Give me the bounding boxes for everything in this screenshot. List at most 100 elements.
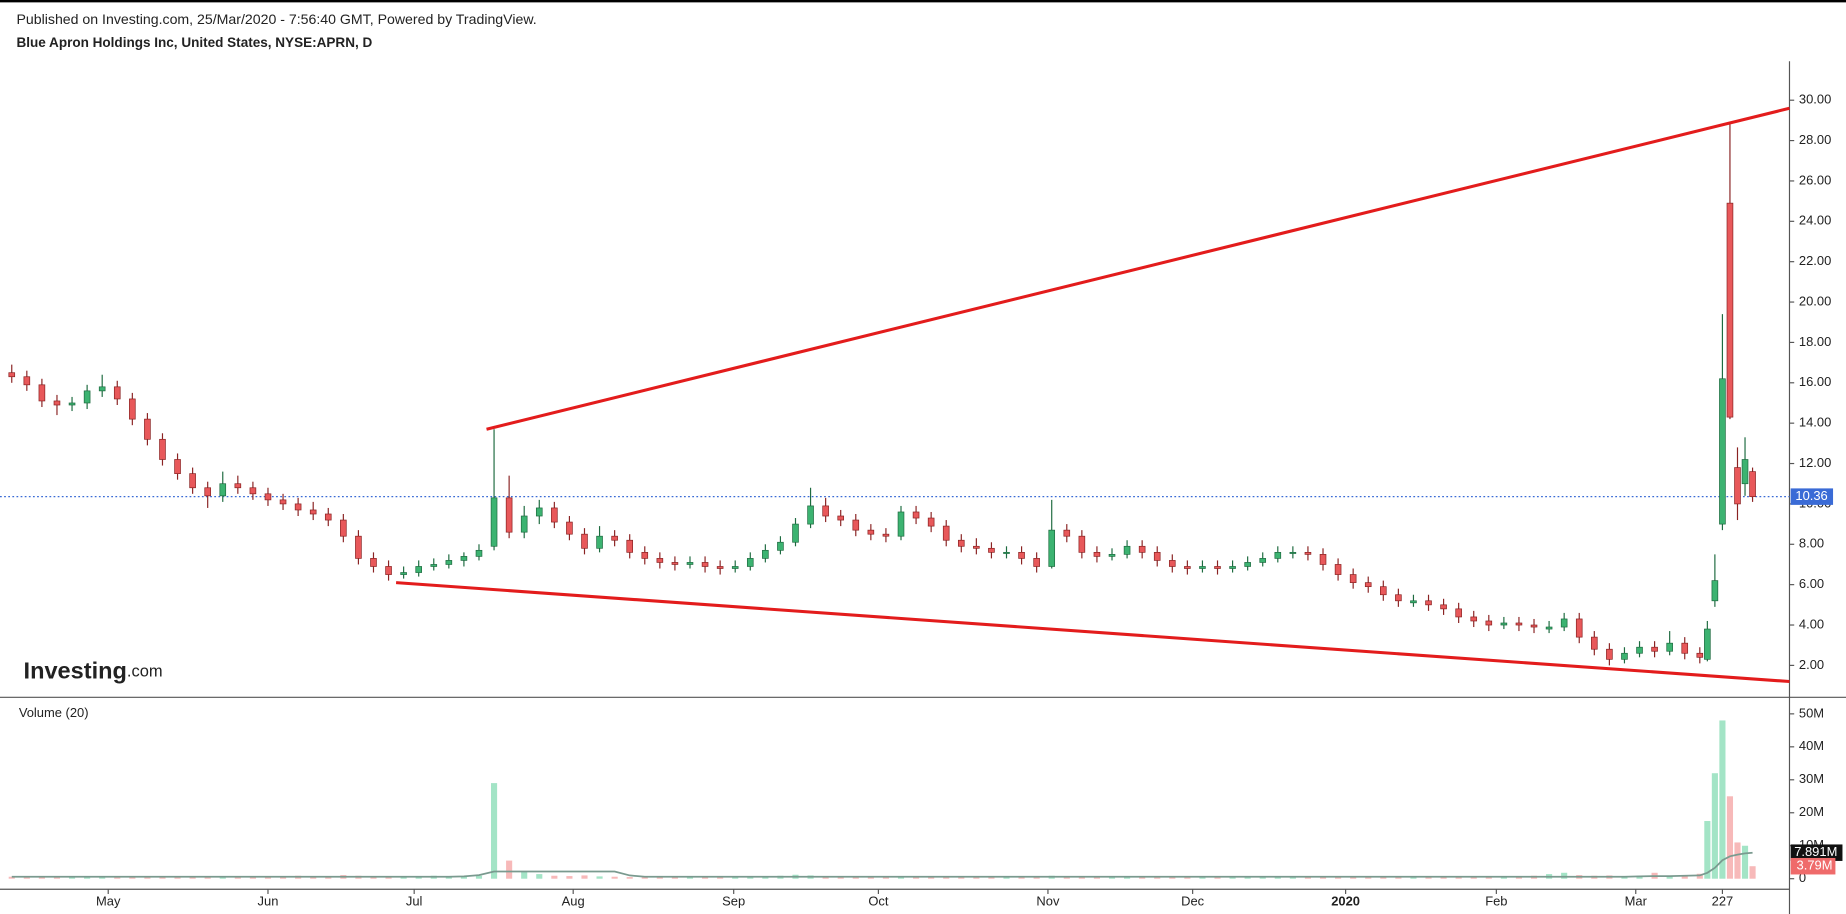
volume-bar [732,877,739,879]
volume-bar [174,877,181,879]
candle-body [445,560,453,565]
volume-bar [1681,875,1688,879]
volume-bar [1711,773,1718,879]
candle-body [671,562,679,565]
volume-y-tick-label: 20M [1799,804,1824,819]
volume-bar [1440,877,1447,879]
candle-body [1470,616,1478,622]
volume-bar [1154,876,1161,879]
candle-body [370,558,377,567]
candle-body [204,487,211,497]
x-tick-label: Feb [1485,894,1507,909]
candle-body [746,558,754,567]
candle-body [777,541,784,551]
y-tick-label: 8.00 [1799,536,1824,551]
volume-bar [1093,877,1100,879]
volume-bar [1108,876,1116,879]
y-tick-label: 6.00 [1799,576,1824,591]
candle-body [641,551,649,559]
last-price-box [1790,488,1834,505]
candle-body [1123,545,1131,555]
candle-body [988,547,995,553]
volume-bar [551,875,558,879]
volume-bar [1704,821,1711,879]
volume-bar [1455,876,1462,879]
x-tick-label: Jun [258,894,279,909]
candle-body [264,493,272,501]
candle-body [1500,622,1508,626]
candle-body [1304,551,1312,555]
volume-bar [897,876,905,879]
volume-bar [129,876,136,879]
volume-bar [566,876,573,879]
candle-body [1749,471,1756,497]
volume-bar [1018,876,1025,879]
candle-body [611,535,618,541]
candle-body [38,384,46,402]
volume-bar [1274,876,1281,879]
volume-bar [234,876,241,879]
candle-body [1734,467,1741,505]
candle-body [430,564,438,567]
y-tick-label: 2.00 [1799,657,1824,672]
volume-bar [1003,877,1010,879]
y-tick-label: 18.00 [1799,334,1831,349]
volume-bar [882,877,889,879]
x-tick-label: 227 [1712,894,1734,909]
candle-body [1711,580,1719,602]
volume-ma-box [1790,844,1843,861]
candle-body [792,523,799,543]
candle-body [490,497,498,547]
candle-body [852,519,860,531]
volume-bar [1229,876,1236,879]
candle-body [1244,562,1251,567]
volume-bar [99,876,106,879]
volume-bar [1719,720,1726,879]
candle-body [1440,604,1447,610]
candle-body [189,473,196,489]
y-tick-label: 26.00 [1799,172,1831,187]
volume-bar [1199,876,1206,879]
candle-body [1138,545,1146,553]
volume-bar [973,876,980,879]
candle-body [822,505,829,517]
volume-bar [913,877,920,879]
candle-body [566,521,573,535]
volume-bar [521,871,528,879]
volume-bar [656,877,663,879]
candle-body [53,400,61,406]
x-tick-label: Nov [1036,894,1060,909]
candle-body [98,386,106,392]
candle-body [234,483,242,489]
volume-bar [1350,877,1357,879]
volume-bar [626,877,633,879]
volume-bar [958,877,965,879]
candle-body [535,507,543,517]
candle-body [1349,574,1357,583]
volume-bar [943,877,950,879]
candle-body [1334,564,1342,575]
candle-body [942,525,950,541]
candle-body [1093,551,1101,557]
x-tick-label: Aug [562,894,585,909]
candle-body [716,566,724,569]
candle-body [415,566,422,573]
volume-bar [249,877,256,879]
y-tick-label: 4.00 [1799,616,1824,631]
candle-body [1410,600,1417,604]
volume-bar [1244,877,1251,879]
candle-body [279,499,287,505]
candle-body [1621,652,1628,660]
y-tick-label: 14.00 [1799,415,1831,430]
volume-last-label: 3.79M [1797,858,1833,873]
volume-bar [1078,877,1085,879]
candle-body [897,511,905,537]
candle-body [1741,459,1749,485]
candle-body [1380,586,1387,596]
candle-body [460,556,468,561]
candle-body [626,539,634,553]
candle-body [219,483,227,497]
volume-bar [1304,876,1312,879]
trendline [395,581,1790,684]
